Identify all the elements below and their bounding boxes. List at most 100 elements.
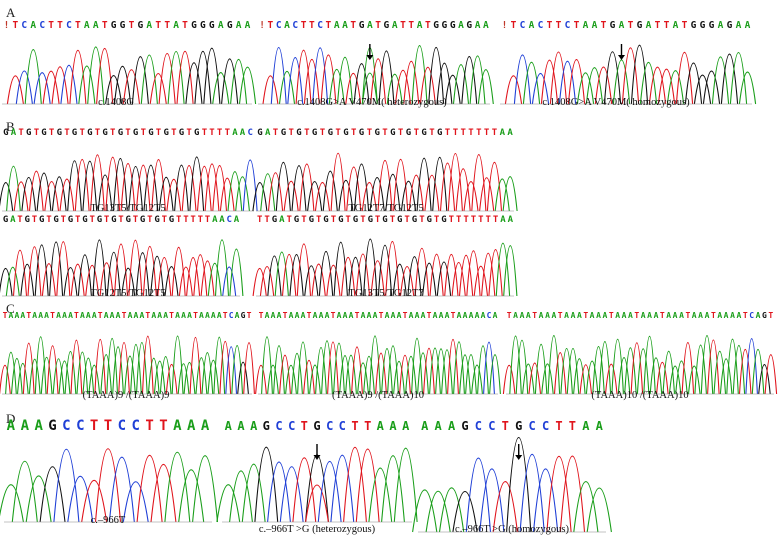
base-letter: A	[56, 311, 61, 320]
base-letter: G	[57, 128, 62, 138]
peak	[149, 72, 167, 105]
peak	[285, 365, 297, 395]
peak	[611, 339, 624, 395]
base-letter: T	[125, 128, 131, 138]
base-letter: A	[389, 419, 397, 433]
base-letter: G	[97, 215, 102, 225]
base-letter: C	[66, 20, 72, 31]
base-letter: T	[49, 128, 55, 138]
base-letter: A	[602, 311, 607, 320]
base-letter: T	[176, 215, 182, 225]
peak	[504, 75, 523, 105]
peak	[303, 359, 315, 395]
peak	[339, 355, 351, 395]
peak	[416, 157, 432, 212]
peak	[151, 159, 166, 212]
base-letter: T	[331, 311, 336, 320]
base-letter: G	[111, 20, 117, 31]
peak	[447, 339, 459, 395]
base-letter: T	[419, 215, 425, 225]
peak	[157, 257, 172, 297]
base-letter: T	[445, 128, 451, 138]
base-letter: A	[647, 311, 652, 320]
peak	[425, 491, 451, 533]
base-letter: A	[508, 215, 514, 225]
trace-caption: (TAAA)9 /(TAAA)10	[332, 390, 424, 401]
peak	[128, 239, 143, 297]
base-letter: T	[502, 419, 509, 433]
base-letter: G	[610, 20, 616, 31]
base-letter: G	[466, 20, 472, 31]
peak	[235, 176, 250, 212]
base-letter: A	[20, 311, 25, 320]
base-letter: T	[404, 215, 410, 225]
base-letter: A	[104, 311, 109, 320]
peak	[492, 481, 518, 533]
peak	[291, 353, 303, 395]
base-letter: T	[286, 215, 292, 225]
base-letter: T	[628, 20, 634, 31]
peak	[74, 158, 90, 212]
trace-caption: TG12T7/TG12T5	[348, 203, 423, 214]
peak	[78, 65, 96, 105]
peak	[469, 55, 486, 105]
peak	[764, 354, 778, 395]
peak	[230, 58, 248, 105]
base-letter: T	[259, 311, 264, 320]
base-letter: T	[79, 128, 85, 138]
base-letter: T	[89, 215, 95, 225]
base-letter: T	[532, 311, 537, 320]
peak	[212, 165, 228, 212]
chromatogram-trace	[2, 46, 257, 105]
base-letter: A	[236, 20, 242, 31]
base-letter: !	[259, 20, 265, 31]
peak	[261, 336, 273, 395]
peak	[458, 255, 474, 297]
peak	[471, 154, 487, 212]
base-letter: T	[456, 215, 462, 225]
base-letter: G	[263, 419, 270, 433]
base-letter: T	[26, 311, 31, 320]
peak	[675, 51, 694, 105]
peak	[579, 364, 593, 395]
base-letter: T	[288, 128, 294, 138]
peak	[267, 172, 284, 212]
peak	[87, 46, 105, 105]
base-letter: T	[145, 311, 150, 320]
peak	[314, 181, 331, 212]
peak	[481, 253, 496, 297]
base-letter: T	[50, 311, 55, 320]
base-letter: T	[307, 311, 312, 320]
peak	[150, 256, 165, 297]
base-letter: T	[335, 128, 341, 138]
base-letter: T	[169, 311, 174, 320]
peak	[307, 180, 323, 212]
peak	[64, 351, 77, 395]
peak	[311, 263, 326, 297]
base-letter: G	[515, 419, 522, 433]
peak	[483, 341, 495, 395]
base-letter: T	[468, 128, 474, 138]
base-letter: T	[460, 128, 466, 138]
base-letter: C	[131, 418, 139, 434]
peak	[92, 239, 107, 297]
peak	[624, 347, 637, 395]
base-letter: A	[10, 215, 16, 225]
base-letter: T	[451, 311, 456, 320]
peak	[394, 69, 412, 105]
peak	[738, 348, 752, 395]
peak	[70, 263, 85, 297]
base-letter: A	[583, 20, 589, 31]
peak	[59, 178, 75, 212]
peak	[203, 47, 221, 105]
peak	[159, 356, 172, 395]
base-letter: T	[485, 215, 491, 225]
peak	[720, 53, 739, 105]
peak	[326, 264, 341, 297]
base-letter: T	[268, 20, 274, 31]
peak	[58, 360, 71, 395]
base-letter: A	[11, 128, 17, 138]
